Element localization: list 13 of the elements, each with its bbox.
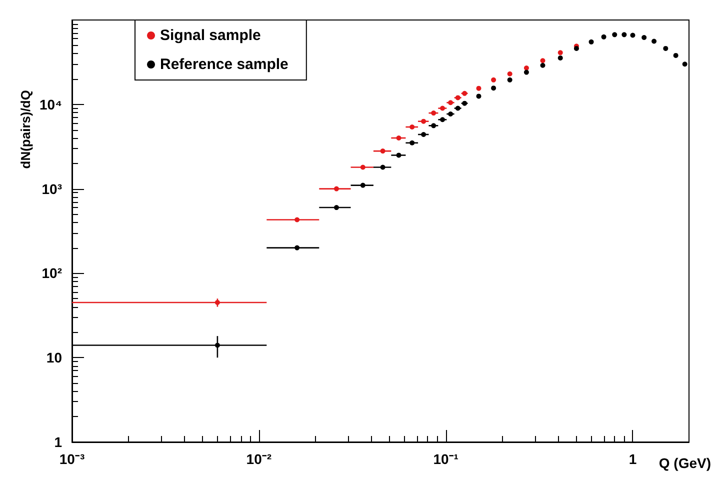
x-tick-label: 10⁻¹ <box>433 451 459 467</box>
y-tick-label: 1 <box>54 434 62 450</box>
y-tick-label: 10 <box>46 350 62 366</box>
x-tick-label: 10⁻² <box>246 451 272 467</box>
legend-label: Reference sample <box>160 56 288 73</box>
legend-label: Signal sample <box>160 27 261 44</box>
y-tick-label: 10³ <box>42 180 62 197</box>
y-tick-label: 10⁴ <box>40 96 62 112</box>
x-tick-label: 1 <box>628 451 637 467</box>
y-axis-title: dN(pairs)/dQ <box>18 90 33 169</box>
x-tick-label: 10⁻³ <box>59 451 85 467</box>
y-tick-label: 10² <box>42 265 62 282</box>
x-axis-title: Q (GeV) <box>658 455 711 471</box>
